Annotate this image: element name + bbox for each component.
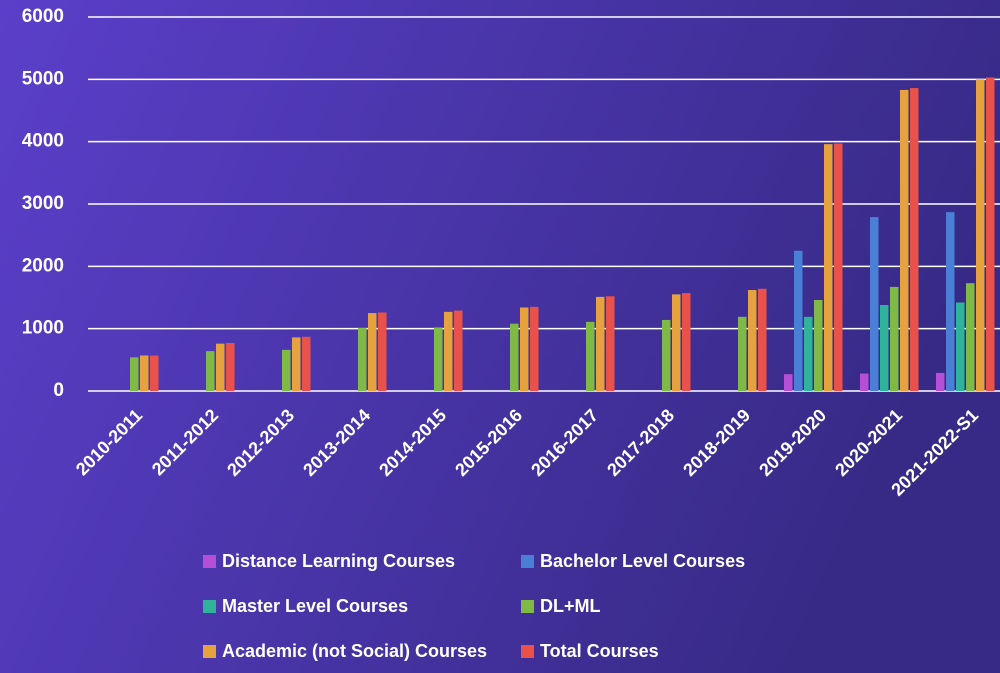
bar <box>510 323 519 391</box>
legend-swatch <box>521 600 534 613</box>
y-tick-label: 0 <box>53 380 64 401</box>
bar <box>454 310 463 391</box>
bar <box>662 319 671 391</box>
bar <box>206 351 215 391</box>
bar <box>976 79 985 391</box>
legend-swatch <box>203 555 216 568</box>
bar <box>530 306 539 391</box>
bar <box>804 316 813 391</box>
bar <box>870 217 879 391</box>
bar <box>784 374 793 391</box>
bar <box>606 296 615 391</box>
bar <box>748 290 757 391</box>
bar <box>910 88 919 391</box>
bar <box>434 327 443 391</box>
legend-label: Master Level Courses <box>222 596 408 616</box>
bar <box>880 304 889 391</box>
legend-label: Total Courses <box>540 641 659 661</box>
bar <box>814 299 823 391</box>
bar <box>596 296 605 391</box>
bar <box>936 372 945 391</box>
y-tick-label: 2000 <box>22 255 64 276</box>
bar <box>956 302 965 391</box>
bar <box>586 321 595 391</box>
bar <box>520 307 529 391</box>
bar <box>358 328 367 391</box>
bar <box>860 373 869 391</box>
bar <box>758 288 767 391</box>
bar <box>302 336 311 391</box>
y-tick-label: 1000 <box>22 318 64 339</box>
bar <box>216 343 225 391</box>
bar <box>834 143 843 391</box>
legend-label: Academic (not Social) Courses <box>222 641 487 661</box>
legend-swatch <box>521 555 534 568</box>
bar <box>130 357 139 391</box>
legend-swatch <box>521 645 534 658</box>
y-tick-label: 3000 <box>22 193 64 214</box>
bar <box>986 77 995 392</box>
bar <box>890 286 899 391</box>
bar <box>282 349 291 391</box>
bar <box>946 212 955 391</box>
legend-label: Bachelor Level Courses <box>540 551 745 571</box>
bar <box>378 312 387 391</box>
bar <box>966 283 975 391</box>
bar <box>824 144 833 391</box>
bar <box>140 355 149 391</box>
bar <box>900 89 909 392</box>
y-tick-label: 5000 <box>22 68 64 89</box>
bar <box>226 343 235 391</box>
bar <box>738 316 747 391</box>
bar <box>150 355 159 391</box>
y-tick-label: 6000 <box>22 6 64 27</box>
legend-label: DL+ML <box>540 596 601 616</box>
legend-label: Distance Learning Courses <box>222 551 455 571</box>
legend-swatch <box>203 645 216 658</box>
y-tick-label: 4000 <box>22 131 64 152</box>
legend-swatch <box>203 600 216 613</box>
bar <box>292 337 301 391</box>
bar <box>368 313 377 391</box>
bar <box>672 294 681 391</box>
bar <box>794 250 803 391</box>
bar <box>444 311 453 391</box>
bar <box>682 293 691 391</box>
